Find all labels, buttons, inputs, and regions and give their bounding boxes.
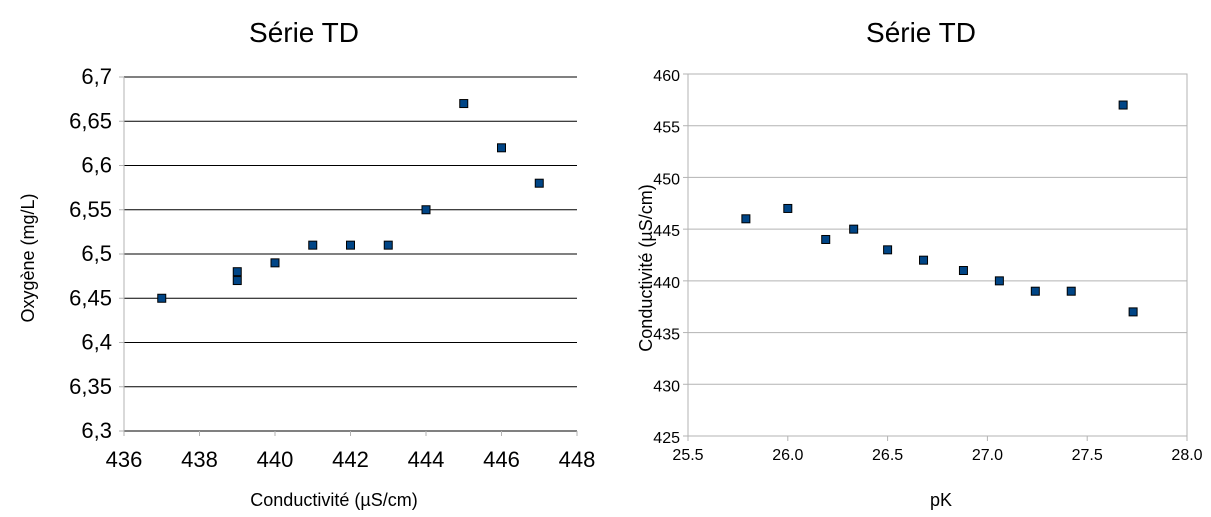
data-point	[157, 293, 167, 303]
plot-frame	[687, 73, 1188, 437]
data-points	[157, 99, 544, 303]
data-point	[308, 240, 318, 250]
y-tick-label: 6,4	[81, 330, 112, 355]
tick-labels: 6,3 6,35 6,4 6,45 6,5 6,55 6,6 6,65 6,7 436 438 440…	[69, 64, 595, 472]
x-tick-label: 27.0	[972, 447, 1003, 464]
grid-lines	[683, 73, 1188, 441]
data-point	[994, 276, 1004, 286]
data-point	[497, 143, 506, 153]
conductivity-vs-pk-svg: Série TD pK Conductivité (µS/cm) 4254304…	[636, 17, 1203, 510]
x-tick-label: 436	[106, 447, 143, 472]
y-tick-label: 425	[653, 430, 680, 447]
x-tick-label: 444	[408, 447, 445, 472]
x-tick-label: 25.5	[672, 447, 703, 464]
chart-title: Série TD	[249, 17, 359, 48]
y-tick-label: 430	[653, 378, 680, 395]
data-point	[346, 240, 355, 250]
data-point	[883, 245, 893, 255]
conductivity-vs-pk-chart: Série TD pK Conductivité (µS/cm) 425 430 4…	[600, 0, 1211, 517]
data-point	[232, 267, 242, 277]
y-tick-label: 6,5	[81, 241, 112, 266]
data-point	[383, 240, 393, 250]
y-axis-label: Oxygène (mg/L)	[18, 193, 38, 322]
data-point	[534, 178, 544, 188]
data-point	[459, 99, 469, 109]
data-point	[741, 214, 751, 224]
chart-title: Série TD	[866, 17, 976, 48]
tick-labels: 425 430 435 440 445 450 455 460 25.5 26.0 26.5 27.0…	[653, 68, 1202, 464]
y-tick-label: 6,55	[69, 197, 112, 222]
y-tick-label: 6,65	[69, 108, 112, 133]
x-axis-label: pK	[930, 490, 952, 510]
data-point	[270, 258, 280, 268]
data-point	[919, 255, 929, 265]
y-tick-label: 6,3	[81, 418, 112, 443]
x-tick-label: 26.0	[772, 447, 803, 464]
data-point	[821, 234, 831, 244]
data-point	[232, 276, 242, 286]
x-tick-label: 446	[483, 447, 520, 472]
y-tick-label: 6,7	[81, 64, 112, 89]
x-tick-label: 26.5	[872, 447, 903, 464]
y-tick-label: 455	[653, 120, 680, 137]
y-tick-label: 6,45	[69, 285, 112, 310]
data-point	[1030, 286, 1040, 296]
y-axis-label: Conductivité (µS/cm)	[636, 184, 656, 351]
x-tick-label: 28.0	[1171, 447, 1202, 464]
y-tick-label: 460	[653, 68, 680, 85]
data-point	[783, 203, 793, 213]
x-tick-label: 27.5	[1072, 447, 1103, 464]
x-tick-label: 438	[181, 447, 218, 472]
data-point	[1118, 100, 1128, 110]
y-tick-label: 440	[653, 275, 680, 292]
y-tick-label: 445	[653, 223, 680, 240]
data-point	[958, 266, 968, 276]
data-points	[741, 100, 1138, 317]
grid-lines	[119, 76, 578, 436]
x-tick-label: 448	[559, 447, 596, 472]
data-point	[1128, 307, 1138, 317]
data-point	[1066, 286, 1076, 296]
data-point	[849, 224, 859, 234]
x-tick-label: 440	[257, 447, 294, 472]
oxygen-vs-conductivity-svg: Série TD Conductivité (µS/cm) Oxygène (m…	[18, 17, 595, 510]
y-tick-label: 435	[653, 327, 680, 344]
y-tick-label: 6,6	[81, 153, 112, 178]
data-point	[421, 205, 431, 215]
y-tick-label: 6,35	[69, 374, 112, 399]
y-tick-label: 450	[653, 171, 680, 188]
x-tick-label: 442	[332, 447, 369, 472]
x-axis-label: Conductivité (µS/cm)	[250, 490, 417, 510]
oxygen-vs-conductivity-chart: Série TD Conductivité (µS/cm) Oxygène (m…	[0, 0, 600, 517]
